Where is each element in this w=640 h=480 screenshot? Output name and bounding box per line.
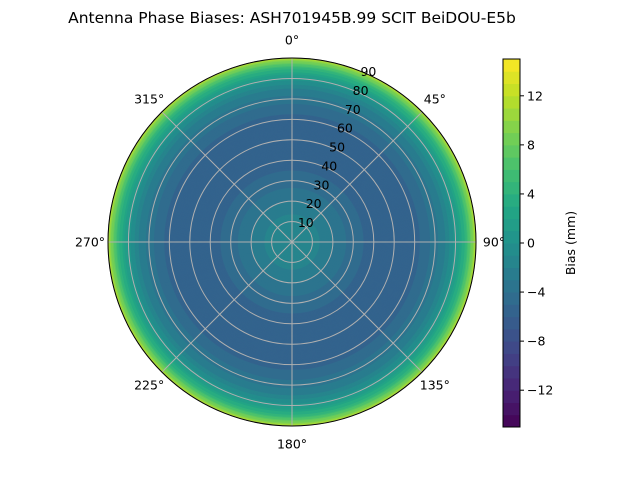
r-tick-label: 50 [329, 140, 345, 155]
r-tick-label: 20 [306, 196, 322, 211]
angular-gridline [161, 241, 293, 373]
colorbar-band [503, 292, 520, 305]
colorbar-band [503, 414, 520, 428]
theta-tick-label: 180° [277, 437, 307, 452]
colorbar-band [503, 206, 520, 219]
polar-plot: 10 20 30 40 50 60 70 80 90 0° 45° 90° 135° 180° 225° 27… [75, 33, 505, 452]
colorbar-band [503, 341, 520, 354]
r-tick-label: 60 [337, 121, 353, 136]
angular-gridline [291, 241, 423, 373]
angular-gridline [161, 111, 293, 243]
theta-tick-label: 0° [285, 33, 299, 48]
theta-tick-label: 135° [420, 377, 450, 392]
r-tick-label: 70 [345, 102, 361, 117]
theta-tick-label: 315° [134, 92, 164, 107]
colorbar-band [503, 365, 520, 379]
colorbar-band [503, 402, 520, 416]
polar-frame [107, 57, 477, 427]
colorbar-label: Bias (mm) [563, 211, 578, 275]
colorbar-band [503, 169, 520, 183]
colorbar-tick-label: 0 [527, 236, 535, 251]
colorbar: −12 −8 −4 0 4 8 12 [502, 58, 553, 428]
colorbar-band [503, 108, 520, 121]
colorbar-band [503, 243, 520, 256]
r-tick-label: 80 [353, 83, 369, 98]
r-tick-label: 10 [298, 215, 314, 230]
colorbar-band [503, 255, 520, 269]
colorbar-tick-label: −4 [527, 285, 545, 300]
r-tick-label: 90 [360, 64, 376, 79]
chart-title: Antenna Phase Biases: ASH701945B.99 SCIT… [68, 9, 516, 27]
colorbar-band [503, 132, 520, 146]
theta-tick-label: 225° [134, 377, 164, 392]
colorbar-band [503, 230, 520, 244]
theta-tick-label: 90° [483, 235, 505, 250]
colorbar-band [503, 316, 520, 330]
theta-tick-label: 270° [75, 235, 105, 250]
colorbar-band [503, 218, 520, 232]
colorbar-band [503, 304, 520, 318]
colorbar-tick-label: −12 [527, 383, 553, 398]
colorbar-band [503, 71, 520, 85]
r-tick-label: 40 [321, 158, 337, 173]
colorbar-tick-label: −8 [527, 334, 545, 349]
r-tick-label: 30 [314, 177, 330, 192]
colorbar-tick-label: 4 [527, 186, 535, 201]
colorbar-band [503, 353, 520, 367]
colorbar-band [503, 95, 520, 109]
colorbar-band [503, 377, 520, 391]
colorbar-band [503, 144, 520, 158]
colorbar-band [503, 59, 520, 72]
colorbar-band [503, 267, 520, 281]
theta-tick-label: 45° [424, 92, 446, 107]
colorbar-band [503, 157, 520, 170]
colorbar-band [503, 120, 520, 134]
colorbar-band [503, 390, 520, 403]
colorbar-tick-label: 8 [527, 137, 535, 152]
colorbar-band [503, 83, 520, 97]
colorbar-band [503, 279, 520, 293]
colorbar-tick-label: 12 [527, 88, 543, 103]
colorbar-band [503, 328, 520, 342]
colorbar-band [503, 181, 520, 195]
angular-gridline [291, 111, 423, 243]
colorbar-band [503, 193, 520, 207]
